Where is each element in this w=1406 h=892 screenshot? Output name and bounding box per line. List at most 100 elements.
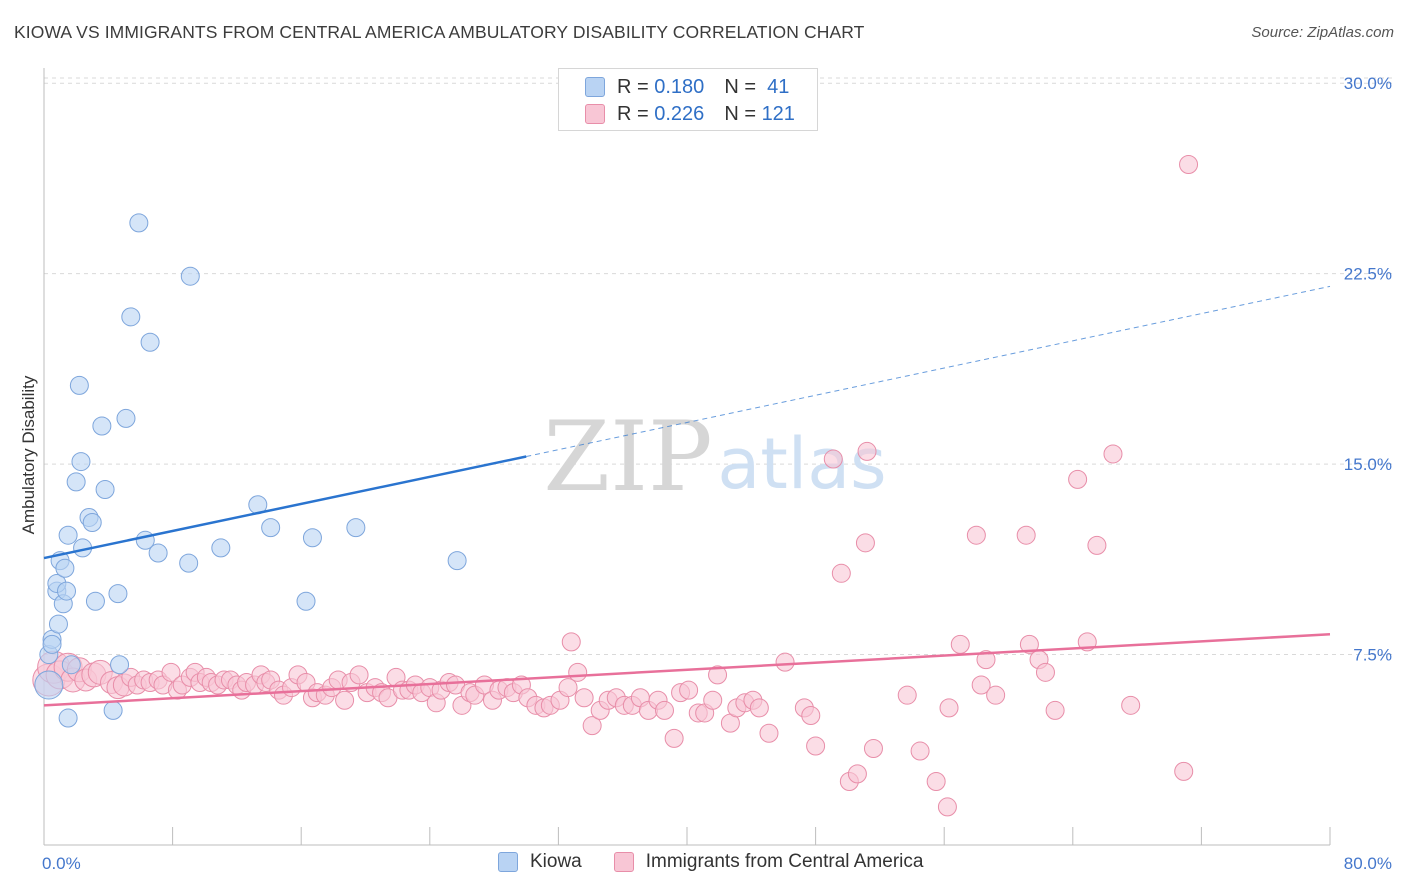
kiowa-point[interactable] <box>66 472 86 492</box>
y-tick-label: 7.5% <box>1353 646 1392 665</box>
kiowa-point[interactable] <box>346 518 366 538</box>
central-america-point[interactable] <box>1087 535 1107 555</box>
central-america-point[interactable] <box>897 685 917 705</box>
x-tick-label-min: 0.0% <box>42 854 81 873</box>
central-america-point[interactable] <box>775 652 795 672</box>
kiowa-point[interactable] <box>55 558 75 578</box>
kiowa-point[interactable] <box>121 307 141 327</box>
central-america-point[interactable] <box>335 690 355 710</box>
kiowa-point[interactable] <box>302 528 322 548</box>
y-tick-label: 15.0% <box>1344 455 1392 474</box>
central-america-point[interactable] <box>1045 700 1065 720</box>
chart-source: Source: ZipAtlas.com <box>1251 24 1394 41</box>
kiowa-point[interactable] <box>180 266 200 286</box>
central-america-point[interactable] <box>1121 695 1141 715</box>
y-tick-label: 22.5% <box>1344 265 1392 284</box>
central-america-point[interactable] <box>558 678 578 698</box>
central-america-point[interactable] <box>806 736 826 756</box>
central-america-point[interactable] <box>582 716 602 736</box>
central-america-point[interactable] <box>831 563 851 583</box>
central-america-point[interactable] <box>561 632 581 652</box>
kiowa-point[interactable] <box>110 655 130 675</box>
central-america-point[interactable] <box>568 662 588 682</box>
kiowa-trend-extension <box>526 285 1331 457</box>
central-america-point[interactable] <box>679 680 699 700</box>
kiowa-trend-line <box>43 455 527 560</box>
kiowa-point[interactable] <box>261 518 281 538</box>
kiowa-point[interactable] <box>179 553 199 573</box>
kiowa-point[interactable] <box>148 543 168 563</box>
kiowa-point[interactable] <box>71 452 91 472</box>
kiowa-point[interactable] <box>140 332 160 352</box>
central-america-point[interactable] <box>801 706 821 725</box>
legend-kiowa-swatch <box>498 852 518 872</box>
central-america-point[interactable] <box>1019 634 1039 654</box>
central-america-point[interactable] <box>664 728 684 748</box>
central-america-point[interactable] <box>847 764 867 784</box>
source-name[interactable]: ZipAtlas.com <box>1307 24 1394 41</box>
central-america-point[interactable] <box>863 739 883 759</box>
central-america-point[interactable] <box>1174 761 1194 781</box>
kiowa-point[interactable] <box>42 634 62 654</box>
kiowa-point[interactable] <box>58 708 78 728</box>
central-america-point[interactable] <box>1068 469 1088 489</box>
kiowa-point[interactable] <box>108 584 128 604</box>
chart-title: KIOWA VS IMMIGRANTS FROM CENTRAL AMERICA… <box>14 22 865 42</box>
central-america-point[interactable] <box>971 675 991 695</box>
kiowa-point[interactable] <box>103 700 123 720</box>
central-america-point[interactable] <box>574 688 594 708</box>
central-america-point[interactable] <box>749 698 769 718</box>
kiowa-point[interactable] <box>82 513 102 533</box>
kiowa-point[interactable] <box>61 655 81 675</box>
kiowa-point[interactable] <box>95 480 115 500</box>
watermark-zip: ZIP <box>543 401 712 513</box>
central-america-point[interactable] <box>966 525 986 545</box>
central-america-point[interactable] <box>950 634 970 654</box>
kiowa-point[interactable] <box>69 375 89 395</box>
central-america-point[interactable] <box>986 685 1006 705</box>
central-america-point[interactable] <box>855 533 875 553</box>
central-america-point[interactable] <box>976 650 996 670</box>
kiowa-point[interactable] <box>211 538 231 558</box>
central-america-point[interactable] <box>161 662 181 682</box>
central-america-point[interactable] <box>1016 525 1036 545</box>
central-america-point[interactable] <box>857 441 877 461</box>
kiowa-point[interactable] <box>58 525 78 545</box>
series-legend: Kiowa Immigrants from Central America <box>498 851 955 873</box>
x-tick-label-max: 80.0% <box>1344 854 1392 873</box>
legend-kiowa-label: Kiowa <box>530 851 582 872</box>
central-america-point[interactable] <box>1179 154 1199 174</box>
kiowa-point[interactable] <box>92 416 112 436</box>
ca-r-label: R = <box>617 102 649 125</box>
ca-n-value: 121 <box>761 102 795 125</box>
kiowa-point[interactable] <box>447 551 467 571</box>
kiowa-point[interactable] <box>48 614 68 634</box>
central-america-point[interactable] <box>654 700 674 720</box>
y-tick-label: 30.0% <box>1344 74 1392 93</box>
watermark: ZIP atlas <box>543 401 886 513</box>
central-america-point[interactable] <box>349 665 369 685</box>
central-america-point[interactable] <box>937 797 957 817</box>
watermark-atlas: atlas <box>717 423 886 505</box>
y-axis-label: Ambulatory Disability <box>19 375 38 534</box>
central-america-point[interactable] <box>759 723 779 743</box>
central-america-point[interactable] <box>910 741 930 761</box>
legend-row-central-america: R = 0.226 N = 121 <box>585 102 795 126</box>
central-america-point[interactable] <box>703 690 723 710</box>
legend-central-america-swatch <box>613 852 634 872</box>
trend-lines <box>43 285 1331 707</box>
kiowa-point[interactable] <box>296 591 316 611</box>
central-america-point[interactable] <box>1103 444 1123 464</box>
legend-item-kiowa[interactable]: Kiowa <box>498 851 582 873</box>
central-america-point[interactable] <box>708 665 728 685</box>
central-america-point[interactable] <box>823 449 843 469</box>
central-america-point[interactable] <box>926 772 946 792</box>
central-america-point[interactable] <box>1035 662 1055 682</box>
kiowa-point[interactable] <box>85 591 105 611</box>
legend-item-central-america[interactable]: Immigrants from Central America <box>613 851 923 873</box>
kiowa-point[interactable] <box>129 213 149 233</box>
kiowa-point[interactable] <box>34 670 64 700</box>
kiowa-point[interactable] <box>57 581 77 601</box>
central-america-point[interactable] <box>939 698 959 718</box>
kiowa-point[interactable] <box>116 408 136 428</box>
